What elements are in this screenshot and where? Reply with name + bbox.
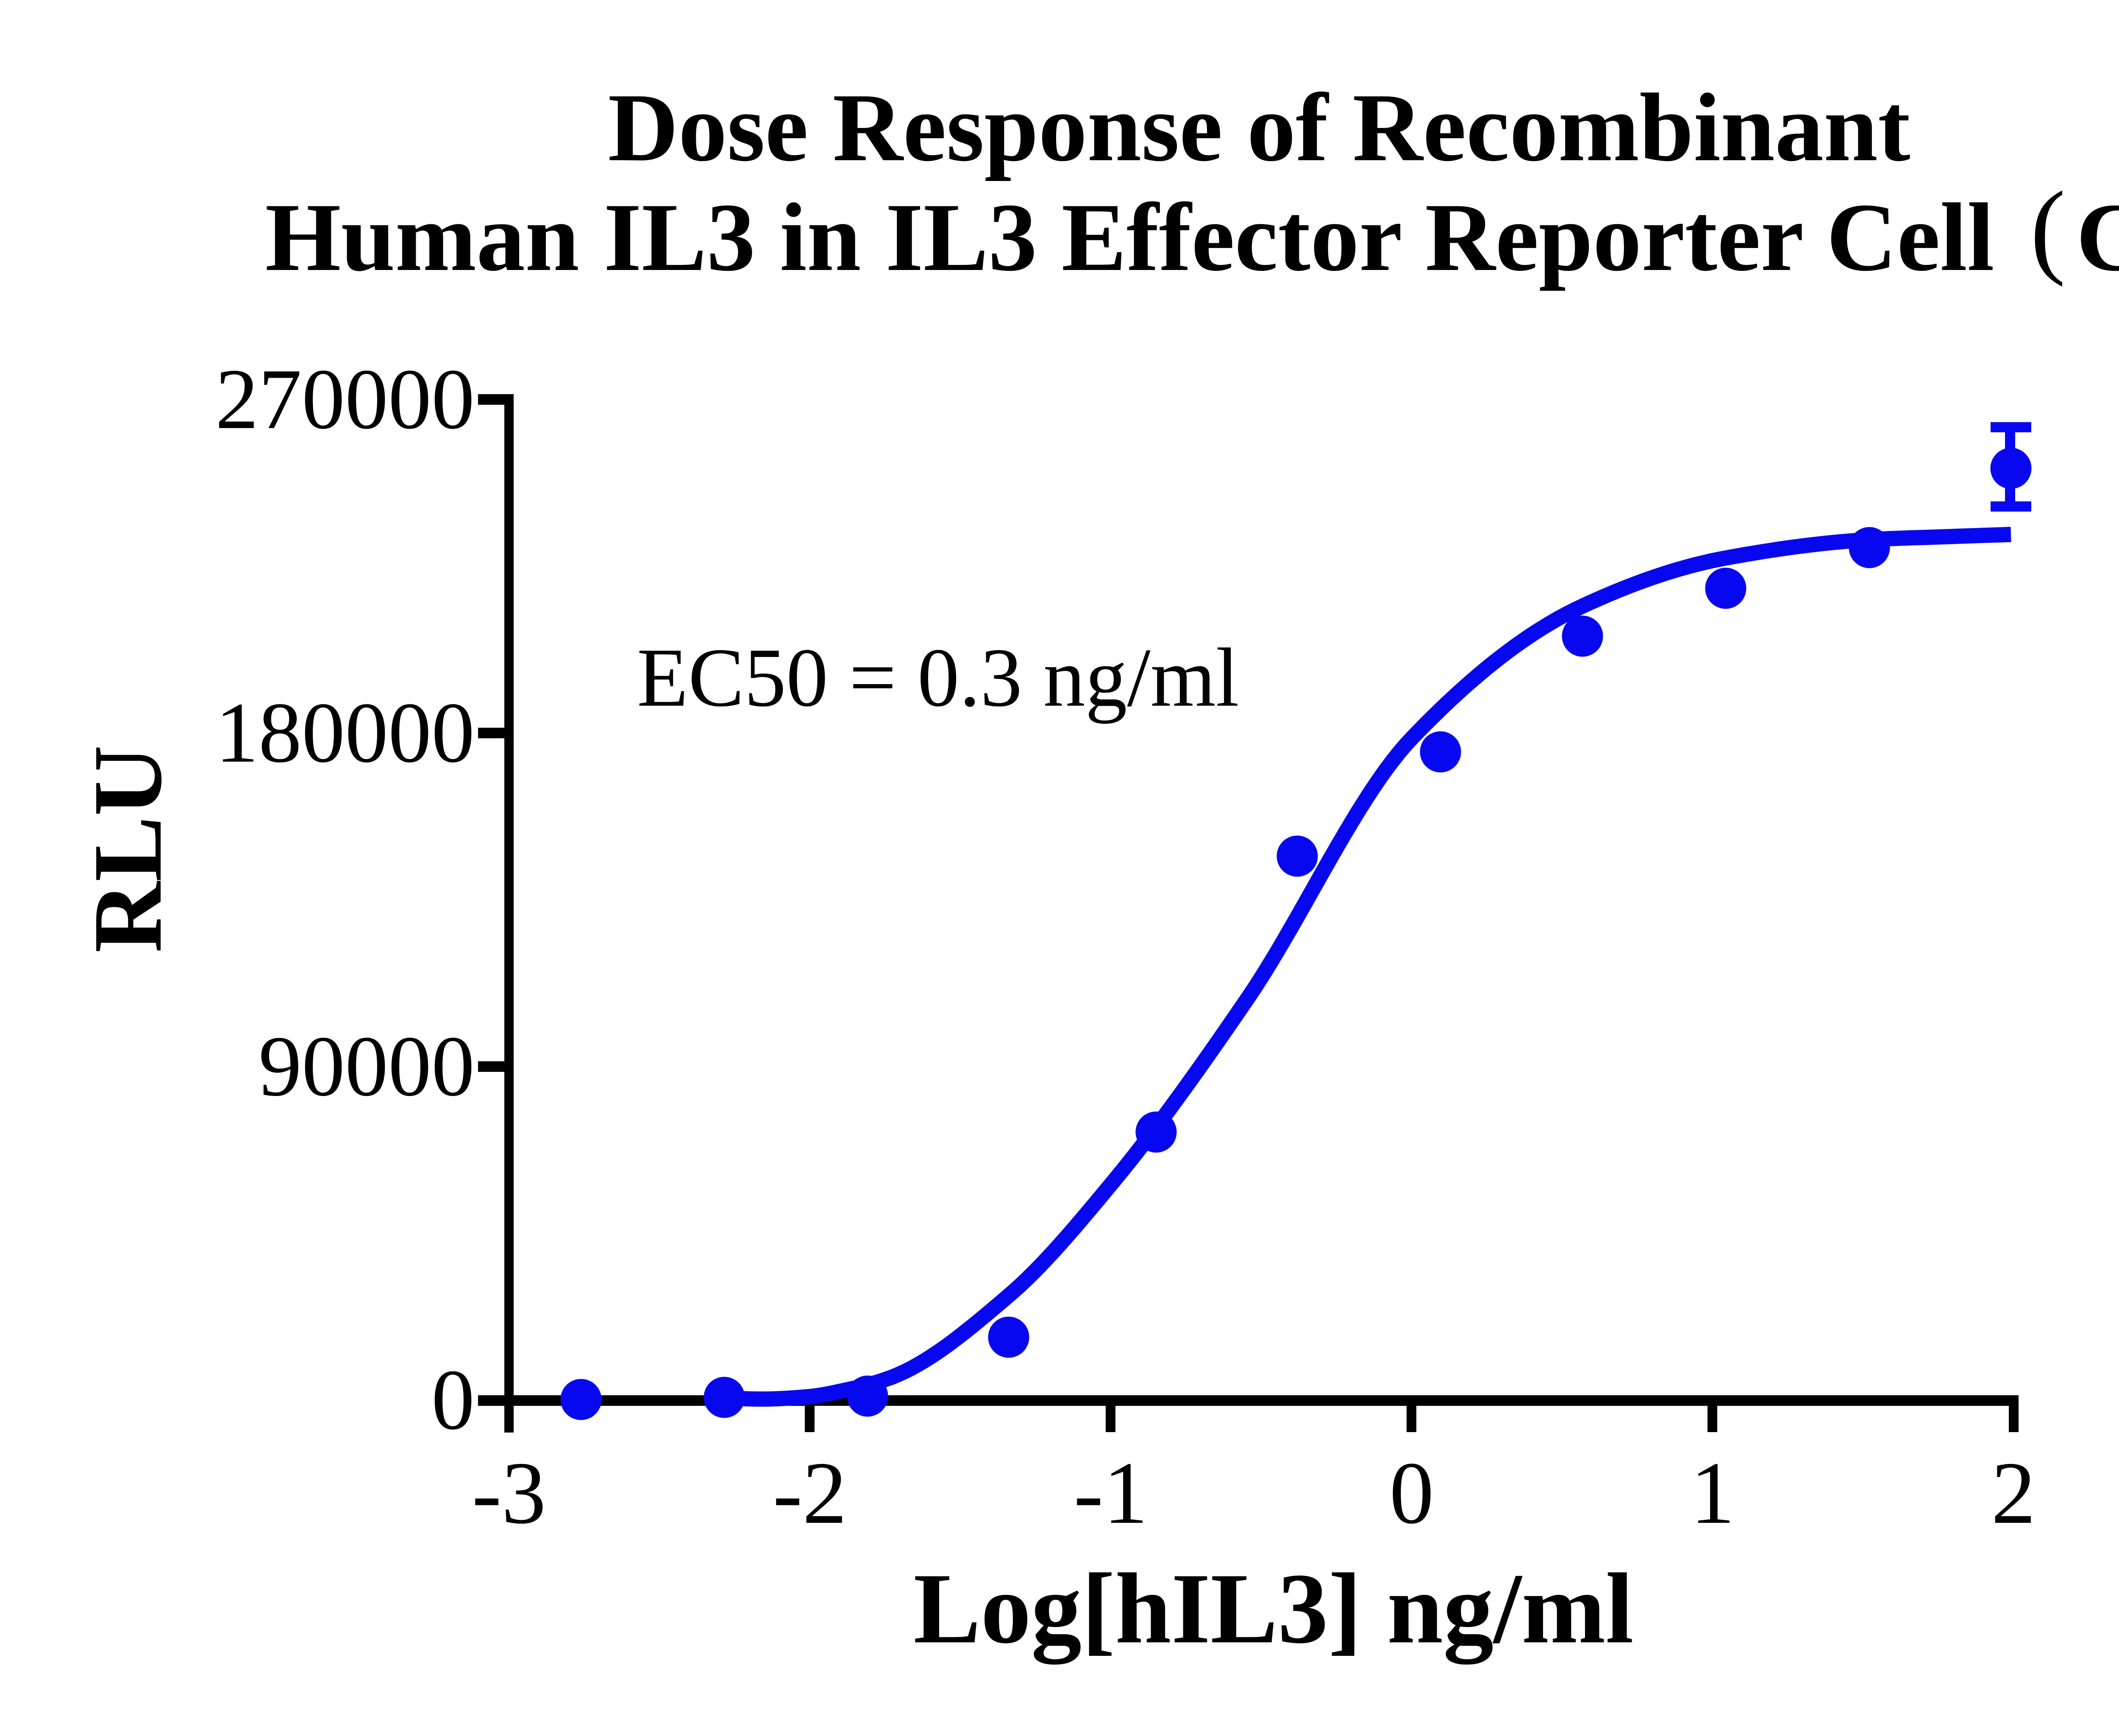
svg-text:Log[hIL3] ng/ml: Log[hIL3] ng/ml (913, 1553, 1633, 1664)
svg-text:-3: -3 (472, 1444, 546, 1542)
svg-text:1: 1 (1691, 1444, 1735, 1542)
svg-text:Human IL3 in IL3 Effector Repo: Human IL3 in IL3 Effector Reporter Cell(… (265, 170, 2119, 291)
svg-text:0: 0 (431, 1352, 475, 1448)
svg-text:0: 0 (1390, 1444, 1434, 1542)
svg-text:-1: -1 (1074, 1444, 1148, 1542)
svg-text:Dose Response of Recombinant: Dose Response of Recombinant (608, 73, 1910, 181)
svg-text:EC50 = 0.3 ng/ml: EC50 = 0.3 ng/ml (637, 631, 1239, 724)
svg-text:RLU: RLU (73, 745, 182, 953)
svg-text:180000: 180000 (215, 685, 475, 781)
svg-text:90000: 90000 (259, 1018, 475, 1114)
svg-text:2: 2 (1991, 1444, 2036, 1542)
svg-text:270000: 270000 (215, 351, 475, 447)
svg-text:-2: -2 (773, 1444, 847, 1542)
